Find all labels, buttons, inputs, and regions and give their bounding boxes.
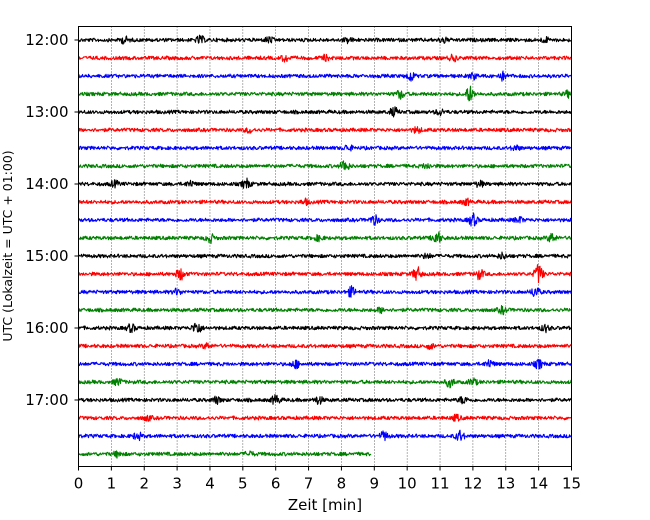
x-tick-label: 7 [304,475,314,493]
y-axis-label: UTC (Lokalzeit = UTC + 01:00) [0,150,15,341]
trace-1400 [77,177,572,189]
x-tick-label: 4 [205,475,215,493]
y-tick-label: 15:00 [25,247,68,265]
y-tick-label: 13:00 [25,103,68,121]
y-axis: 12:00 13:00 14:00 15:00 16:00 17:00 [25,31,79,409]
trace-1600 [77,322,573,334]
y-tick-label: 16:00 [25,319,68,337]
x-axis-label: Zeit [min] [288,496,362,514]
x-axis: 0 1 2 3 4 5 6 7 8 9 10 11 12 13 14 15 [74,466,581,493]
trace-1330 [78,144,572,152]
y-tick-label: 17:00 [25,391,68,409]
trace-1200 [77,34,572,45]
x-tick-label: 1 [107,475,117,493]
x-tick-label: 3 [172,475,182,493]
trace-1300 [78,106,572,118]
x-tick-label: 0 [74,475,84,493]
trace-1515 [77,264,573,284]
trace-1445 [78,231,572,245]
trace-1215 [78,53,572,63]
trace-1230 [78,70,573,82]
trace-1345 [78,160,572,171]
trace-1245 [78,85,572,102]
x-tick-label: 12 [463,475,482,493]
x-tick-label: 2 [139,475,149,493]
x-tick-label: 11 [430,475,449,493]
trace-1645 [78,377,573,389]
x-tick-label: 9 [370,475,380,493]
trace-1630 [77,358,573,370]
x-tick-label: 14 [529,475,548,493]
x-tick-label: 6 [271,475,281,493]
x-tick-label: 10 [398,475,417,493]
x-tick-label: 8 [337,475,347,493]
seismic-traces [77,34,573,459]
trace-1415 [77,197,573,207]
y-tick-label: 12:00 [25,31,68,49]
plot-frame [78,26,572,467]
trace-1545 [77,305,572,316]
y-tick-label: 14:00 [25,175,68,193]
trace-1730 [77,429,572,442]
trace-1745 [78,450,372,459]
trace-1700 [78,394,572,405]
trace-1715 [77,413,572,422]
trace-1315 [78,126,573,135]
trace-1430 [77,212,572,227]
x-tick-label: 5 [238,475,248,493]
trace-1500 [78,251,573,260]
x-tick-label: 13 [496,475,515,493]
x-tick-label: 15 [562,475,581,493]
x-gridlines [111,26,539,467]
trace-1615 [77,342,572,350]
trace-1530 [77,285,572,298]
